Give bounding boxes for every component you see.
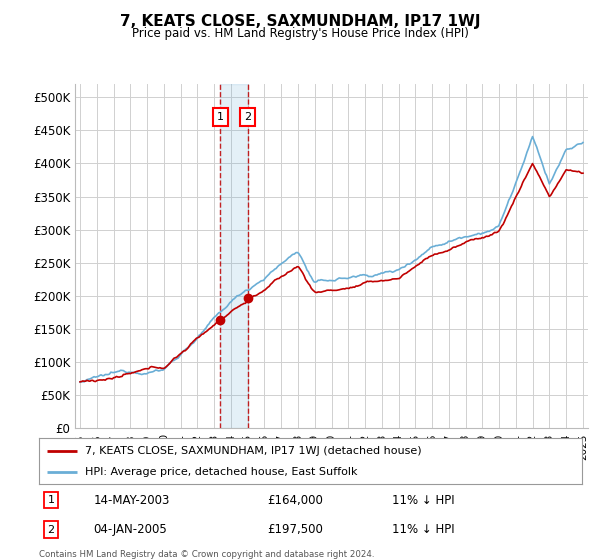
Text: £197,500: £197,500 [267, 523, 323, 536]
Text: Contains HM Land Registry data © Crown copyright and database right 2024.
This d: Contains HM Land Registry data © Crown c… [39, 550, 374, 560]
Text: £164,000: £164,000 [267, 493, 323, 507]
Text: 11% ↓ HPI: 11% ↓ HPI [392, 493, 455, 507]
Text: 11% ↓ HPI: 11% ↓ HPI [392, 523, 455, 536]
Text: Price paid vs. HM Land Registry's House Price Index (HPI): Price paid vs. HM Land Registry's House … [131, 27, 469, 40]
Text: 7, KEATS CLOSE, SAXMUNDHAM, IP17 1WJ: 7, KEATS CLOSE, SAXMUNDHAM, IP17 1WJ [120, 14, 480, 29]
Text: HPI: Average price, detached house, East Suffolk: HPI: Average price, detached house, East… [85, 467, 358, 477]
Text: 7, KEATS CLOSE, SAXMUNDHAM, IP17 1WJ (detached house): 7, KEATS CLOSE, SAXMUNDHAM, IP17 1WJ (de… [85, 446, 422, 456]
Text: 2: 2 [47, 525, 55, 535]
Text: 1: 1 [47, 495, 55, 505]
Text: 1: 1 [217, 112, 224, 122]
Text: 14-MAY-2003: 14-MAY-2003 [94, 493, 170, 507]
Text: 2: 2 [244, 112, 251, 122]
Text: 04-JAN-2005: 04-JAN-2005 [94, 523, 167, 536]
Bar [220, 84, 248, 428]
